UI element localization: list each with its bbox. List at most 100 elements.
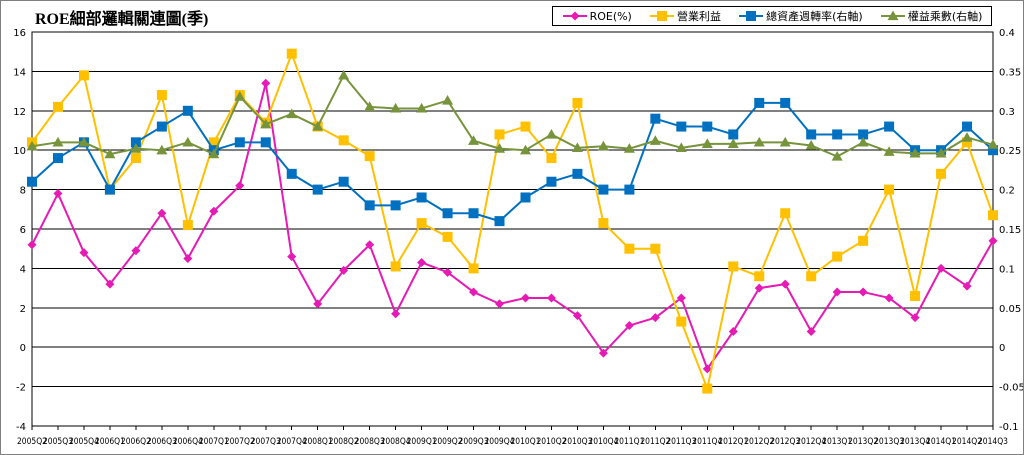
x-tick-label: 2011Q4 bbox=[692, 437, 722, 447]
data-point bbox=[701, 138, 713, 149]
x-tick-label: 2013Q4 bbox=[900, 437, 930, 447]
data-point bbox=[183, 254, 193, 264]
x-tick-label: 2006Q2 bbox=[121, 437, 151, 447]
series-4 bbox=[26, 69, 999, 161]
plot-border bbox=[31, 31, 994, 427]
x-tick-label: 2013Q1 bbox=[822, 437, 852, 447]
data-point bbox=[104, 148, 116, 159]
data-point bbox=[884, 121, 895, 132]
data-point bbox=[910, 290, 921, 301]
data-point bbox=[79, 248, 89, 258]
data-point bbox=[805, 139, 817, 150]
data-point bbox=[650, 113, 661, 124]
data-point bbox=[806, 129, 817, 140]
data-point bbox=[234, 137, 245, 148]
data-point bbox=[443, 267, 453, 277]
data-point bbox=[702, 383, 713, 394]
data-point bbox=[780, 208, 791, 219]
data-point bbox=[571, 142, 583, 152]
right-tick-label: -0.05 bbox=[999, 383, 1023, 394]
x-tick-label: 2010Q2 bbox=[536, 437, 566, 447]
legend-swatch bbox=[739, 11, 764, 21]
data-point bbox=[572, 97, 583, 108]
data-point bbox=[858, 287, 868, 297]
left-tick-label: 0 bbox=[20, 343, 26, 354]
left-tick-label: 8 bbox=[20, 186, 26, 197]
data-point bbox=[52, 153, 63, 164]
data-point bbox=[442, 208, 453, 219]
left-tick-label: 14 bbox=[13, 67, 26, 78]
data-point bbox=[208, 137, 219, 148]
data-point bbox=[156, 90, 167, 101]
data-point bbox=[364, 200, 375, 211]
data-point bbox=[546, 153, 557, 164]
x-tick-label: 2006Q4 bbox=[173, 437, 203, 447]
data-point bbox=[806, 326, 816, 336]
data-point bbox=[260, 118, 272, 129]
left-tick-label: 12 bbox=[13, 107, 26, 118]
data-point bbox=[546, 176, 557, 187]
data-point bbox=[286, 108, 298, 119]
legend-label: ROE(%) bbox=[589, 9, 632, 23]
data-point bbox=[52, 136, 64, 147]
data-point bbox=[131, 246, 141, 256]
data-point bbox=[962, 281, 972, 291]
data-point bbox=[572, 168, 583, 179]
data-point bbox=[494, 143, 506, 153]
right-tick-label: 0.3 bbox=[999, 107, 1015, 118]
series-1 bbox=[27, 78, 998, 374]
legend-entry: 權益乘數(右軸) bbox=[880, 8, 982, 24]
legend-swatch-marker bbox=[570, 11, 580, 21]
data-point bbox=[909, 147, 921, 158]
data-point bbox=[858, 235, 869, 246]
data-point bbox=[26, 140, 38, 151]
x-tick-label: 2011Q3 bbox=[666, 437, 696, 447]
data-point bbox=[469, 287, 479, 297]
data-point bbox=[130, 137, 141, 148]
data-point bbox=[104, 184, 115, 195]
x-tick-label: 2010Q1 bbox=[510, 437, 540, 447]
x-tick-label: 2007Q1 bbox=[199, 437, 229, 447]
data-point bbox=[338, 135, 349, 146]
data-point bbox=[624, 243, 635, 254]
data-point bbox=[702, 121, 713, 132]
data-point bbox=[728, 326, 738, 336]
data-point bbox=[676, 316, 687, 327]
data-point bbox=[624, 321, 634, 331]
x-tick-label: 2007Q2 bbox=[225, 437, 255, 447]
data-point bbox=[339, 265, 349, 275]
data-point bbox=[675, 142, 687, 152]
data-point bbox=[53, 189, 63, 199]
legend-swatch-marker bbox=[746, 11, 757, 21]
data-point bbox=[286, 48, 297, 59]
data-point bbox=[494, 216, 505, 227]
left-tick-label: -2 bbox=[16, 383, 26, 394]
series-line bbox=[31, 74, 994, 158]
data-point bbox=[832, 129, 843, 140]
data-point bbox=[338, 176, 349, 187]
data-point bbox=[338, 69, 350, 80]
axis-layer: -4 -2 0 2 4 6 8 10 12 14 16 -0.1 -0.05 0 0.05 0.1 0.15 0.… bbox=[13, 28, 1023, 447]
data-point bbox=[884, 184, 895, 195]
data-point bbox=[391, 309, 401, 319]
x-tick-label: 2005Q4 bbox=[69, 437, 99, 447]
right-tick-label: 0 bbox=[999, 343, 1005, 354]
data-point bbox=[754, 97, 765, 108]
x-tick-label: 2009Q4 bbox=[485, 437, 515, 447]
left-tick-label: 6 bbox=[20, 225, 26, 236]
left-tick-label: 10 bbox=[13, 146, 26, 157]
data-point bbox=[157, 208, 167, 218]
data-point bbox=[650, 313, 660, 323]
data-point bbox=[260, 137, 271, 148]
data-point bbox=[313, 299, 323, 309]
data-point bbox=[209, 206, 219, 216]
x-tick-label: 2014Q3 bbox=[978, 437, 1008, 447]
data-point bbox=[884, 293, 894, 303]
data-point bbox=[858, 129, 869, 140]
x-tick-label: 2012Q1 bbox=[718, 437, 748, 447]
data-point bbox=[936, 263, 946, 273]
data-point bbox=[806, 271, 817, 282]
data-point bbox=[130, 143, 142, 153]
data-point bbox=[988, 210, 998, 221]
